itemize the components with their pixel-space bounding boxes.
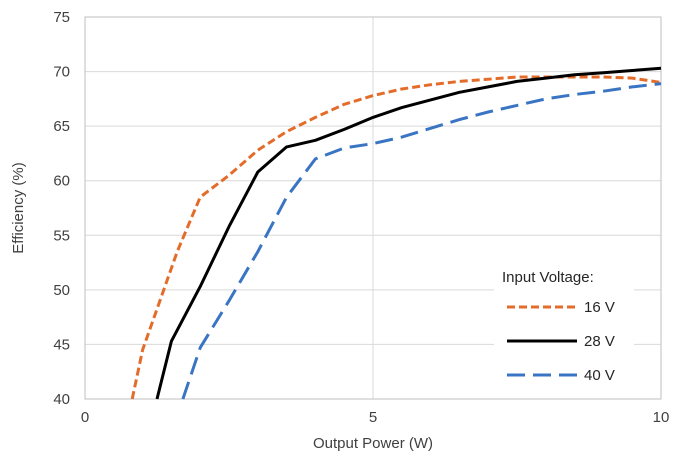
y-tick-label: 75 xyxy=(53,9,70,26)
y-tick-label: 70 xyxy=(53,64,70,81)
legend-title: Input Voltage: xyxy=(502,269,594,286)
x-axis-title: Output Power (W) xyxy=(313,435,433,452)
plot-area-frame xyxy=(84,16,662,400)
legend: Input Voltage: 16 V 28 V 40 V xyxy=(494,262,634,390)
legend-entry-label: 28 V xyxy=(584,333,615,350)
x-tick-label: 5 xyxy=(369,409,377,426)
series-line-40v xyxy=(181,82,662,400)
x-tick-label: 10 xyxy=(653,409,670,426)
series-line-16v xyxy=(130,75,662,400)
y-tick-label: 50 xyxy=(53,282,70,299)
tick-labels: 40 45 50 55 60 65 70 75 0 5 10 xyxy=(53,9,669,426)
y-tick-label: 60 xyxy=(53,173,70,190)
series-lines xyxy=(130,66,662,400)
y-tick-label: 55 xyxy=(53,227,70,244)
y-axis-title: Efficiency (%) xyxy=(10,162,27,253)
legend-entry-label: 40 V xyxy=(584,367,615,384)
series-line-28v xyxy=(155,66,662,400)
y-tick-label: 45 xyxy=(53,336,70,353)
x-tick-label: 0 xyxy=(81,409,89,426)
legend-entry-label: 16 V xyxy=(584,299,615,316)
legend-background xyxy=(494,262,634,390)
y-tick-label: 40 xyxy=(53,391,70,408)
y-tick-label: 65 xyxy=(53,118,70,135)
